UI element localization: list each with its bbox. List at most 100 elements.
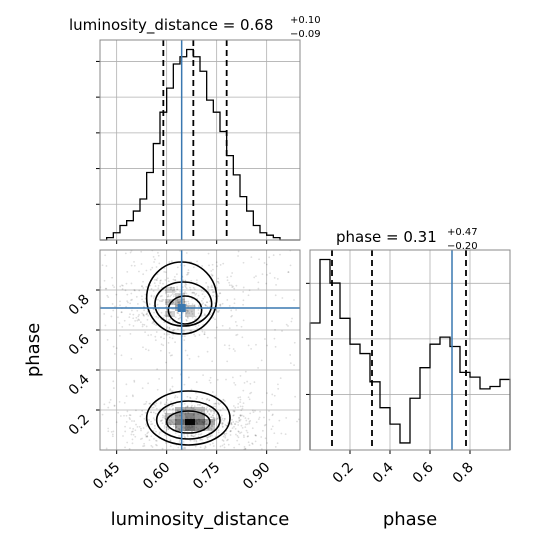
sample-point	[218, 309, 221, 312]
sample-point	[112, 387, 115, 389]
sample-point	[223, 446, 226, 449]
sample-point	[199, 446, 202, 449]
sample-point	[201, 405, 204, 408]
sample-point	[150, 294, 153, 297]
sample-point	[104, 287, 107, 290]
sample-point	[170, 311, 172, 314]
sample-point	[198, 305, 200, 308]
sample-point	[123, 401, 126, 404]
sample-point	[289, 264, 292, 267]
sample-point	[106, 294, 109, 297]
sample-point	[185, 273, 188, 276]
sample-point	[120, 311, 123, 314]
sample-point	[281, 330, 283, 332]
sample-point	[211, 286, 214, 289]
sample-point	[235, 334, 238, 337]
sample-point	[161, 447, 164, 450]
sample-point	[146, 435, 148, 438]
sample-point	[156, 279, 158, 281]
sample-point	[197, 294, 200, 297]
sample-point	[185, 252, 188, 254]
sample-point	[145, 313, 148, 316]
sample-point	[237, 406, 239, 409]
sample-point	[287, 325, 289, 327]
sample-point	[211, 274, 214, 277]
sample-point	[162, 282, 164, 285]
sample-point	[192, 435, 195, 438]
sample-point	[124, 425, 126, 428]
sample-point	[263, 424, 266, 427]
sample-point	[169, 318, 172, 321]
sample-point	[223, 344, 226, 347]
sample-point	[201, 438, 204, 441]
sample-point	[246, 423, 249, 426]
sample-point	[176, 396, 179, 399]
contour-inner-3	[167, 295, 203, 325]
sample-point	[237, 430, 240, 433]
sample-point	[221, 422, 224, 425]
sample-point	[210, 284, 213, 287]
density-xtick-label-0: 0.45	[90, 460, 123, 493]
sample-point	[151, 423, 154, 425]
sample-point	[264, 338, 266, 340]
sample-point	[115, 421, 118, 424]
sample-point	[248, 398, 251, 401]
sample-point	[257, 367, 259, 369]
sample-point	[161, 419, 163, 422]
sample-point	[219, 304, 222, 307]
sample-point	[195, 439, 198, 442]
sample-point	[131, 298, 133, 301]
sample-point	[145, 286, 148, 288]
density-cell-2	[195, 419, 205, 425]
sample-point	[178, 428, 181, 431]
sample-point	[245, 423, 247, 426]
sample-point	[219, 292, 222, 295]
sample-point	[222, 262, 225, 265]
sample-point	[197, 355, 200, 358]
sample-point	[171, 320, 174, 323]
sample-point	[221, 324, 224, 327]
sample-point	[207, 252, 210, 255]
hist2-xtick-label-2: 0.6	[410, 459, 437, 486]
sample-point	[144, 423, 147, 426]
sample-point	[294, 395, 297, 398]
sample-point	[179, 414, 181, 417]
sample-point	[119, 300, 121, 303]
sample-point	[140, 427, 142, 430]
sample-point	[250, 347, 253, 350]
sample-point	[215, 326, 218, 329]
sample-point	[167, 295, 170, 298]
hist2-xtick-label-0: 0.2	[330, 460, 357, 487]
title-phase: phase = 0.31	[336, 228, 437, 246]
density-frame	[99, 249, 301, 451]
sample-point	[172, 411, 174, 414]
sample-point	[149, 402, 151, 405]
density-cell-5	[175, 413, 185, 419]
sample-point	[206, 428, 209, 430]
sample-point	[146, 435, 149, 438]
sample-point	[152, 255, 155, 258]
sample-point	[184, 447, 186, 450]
sample-point	[168, 419, 171, 422]
sample-point	[224, 417, 226, 420]
sample-point	[140, 295, 143, 298]
sample-point	[191, 316, 194, 319]
sample-point	[138, 289, 141, 292]
sample-point	[194, 434, 196, 437]
sample-point	[135, 423, 137, 426]
sample-point	[169, 288, 172, 291]
sample-point	[155, 439, 157, 442]
sample-point	[146, 312, 148, 315]
sample-point	[166, 333, 169, 336]
sample-point	[171, 337, 174, 340]
sample-point	[200, 438, 203, 441]
sample-point	[186, 271, 189, 274]
sample-point	[117, 411, 120, 414]
sample-point	[217, 402, 220, 405]
sample-point	[113, 405, 116, 407]
hist1-step-line	[100, 48, 300, 241]
sample-point	[160, 343, 163, 346]
sample-point	[157, 316, 160, 319]
sample-point	[206, 350, 209, 353]
sample-point	[241, 336, 244, 339]
